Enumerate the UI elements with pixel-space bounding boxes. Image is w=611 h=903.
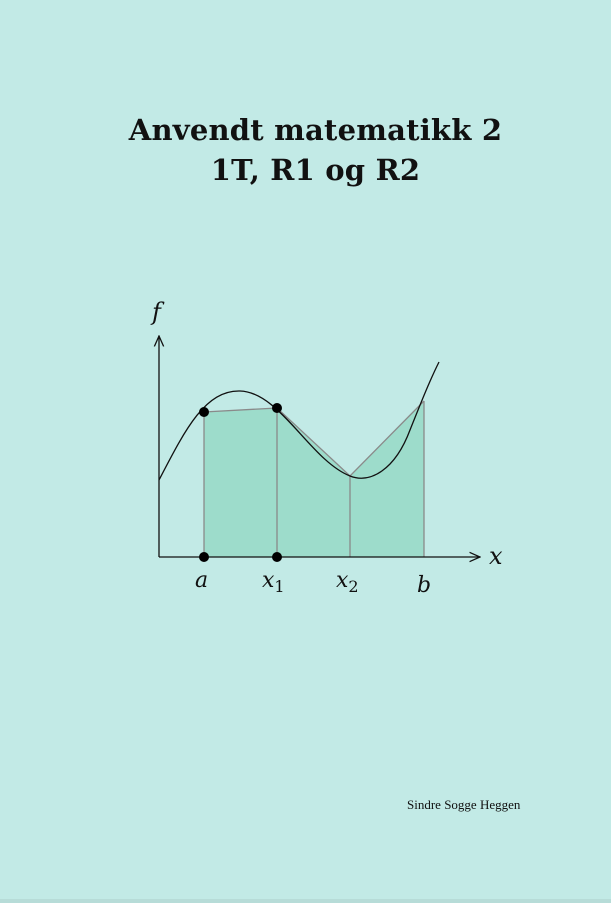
y-axis-label: f (150, 298, 165, 326)
tick-label-x2-sub: 2 (348, 577, 358, 596)
cover-title: Anvendt matematikk 2 1T, R1 og R2 (0, 110, 611, 190)
point-a-on-curve (199, 407, 209, 417)
x-axis-label: x (489, 542, 503, 570)
point-x1-on-axis (272, 552, 282, 562)
author-name: Sindre Sogge Heggen (407, 797, 521, 812)
trapezoid-area (204, 401, 424, 557)
bottom-edge (0, 899, 611, 903)
point-x1-on-curve (272, 403, 282, 413)
tick-label-x1-base: x (262, 568, 275, 593)
title-line-2: 1T, R1 og R2 (210, 153, 421, 187)
function-curve (158, 361, 440, 481)
trapezoid-tops (203, 400, 425, 477)
point-a-on-axis (199, 552, 209, 562)
title-line-1: Anvendt matematikk 2 (128, 113, 503, 147)
tick-label-x2: x2 (336, 568, 359, 596)
tick-label-x1: x1 (262, 568, 285, 596)
tick-label-b: b (417, 573, 431, 598)
tick-label-x2-base: x (336, 568, 349, 593)
tick-label-a: a (195, 568, 208, 593)
tick-label-x1-sub: 1 (274, 577, 284, 596)
